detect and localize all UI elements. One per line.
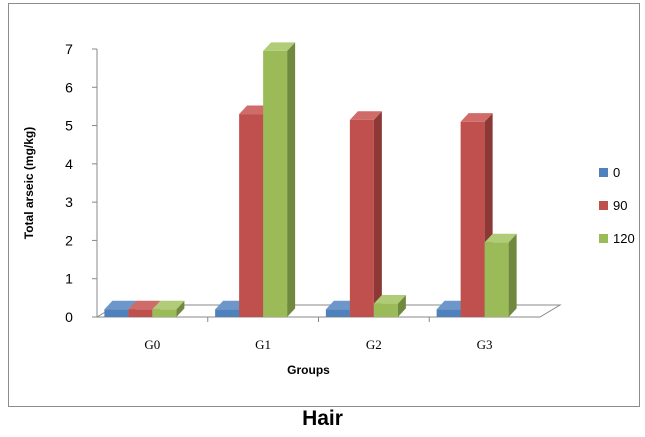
bar-side [287,42,296,317]
bar-front [373,303,398,317]
legend-swatch [599,201,608,210]
bar-front [128,309,153,317]
bar-top [152,300,185,310]
legend-label: 90 [613,198,627,213]
y-axis-title: Total arseic (mg/kg) [22,127,36,239]
bar-top [349,111,382,120]
bar-top [484,233,517,243]
bar-front [239,114,264,317]
y-tick-label: 6 [65,79,73,95]
bar-front [263,50,288,318]
legend: 0 90 120 [599,165,635,246]
x-tick-label: G3 [477,337,493,352]
chart-caption: Hair [302,407,343,430]
bar-front [152,309,177,317]
x-tick-label: G2 [366,337,382,352]
legend-label: 0 [613,165,620,180]
y-tick-label: 3 [65,194,73,210]
bar-front [484,242,509,317]
bar [263,42,296,318]
bar-front [436,309,461,317]
y-tick-label: 2 [65,232,73,248]
bar [349,111,382,317]
y-tick-label: 1 [65,271,73,287]
legend-item: 0 [599,165,620,180]
bar-side [176,300,185,317]
bar-front [215,309,240,317]
x-tick-label: G0 [144,337,160,352]
bar-front [104,309,129,317]
bar-top [373,295,406,304]
bar [152,300,185,317]
chart-svg: 0 1 2 3 4 5 6 7 G0 G1 G2 G3 0 90 120 Total arseic (mg… [22,41,635,377]
y-tick-label: 5 [65,118,73,134]
legend-swatch [599,168,608,177]
bar-front [460,121,485,317]
bar-side [373,111,382,317]
bar-front [349,119,374,317]
bar-top [263,42,296,51]
x-axis-title: Groups [287,363,330,377]
bar [484,233,517,317]
y-tick-label: 7 [65,41,73,57]
y-tick-label: 0 [65,309,73,325]
legend-label: 120 [613,231,635,246]
bar-side [397,295,406,317]
legend-swatch [599,234,608,243]
x-tick-label: G1 [255,337,271,352]
bar [373,295,406,317]
bar-side [508,233,517,317]
bar-front [325,309,350,317]
y-tick-label: 4 [65,156,73,172]
legend-item: 120 [599,231,635,246]
bars [104,42,517,318]
bar-top [460,113,493,122]
bar-top [104,300,137,310]
chart-frame [8,3,640,407]
bar-top [128,300,161,310]
legend-item: 90 [599,198,627,213]
